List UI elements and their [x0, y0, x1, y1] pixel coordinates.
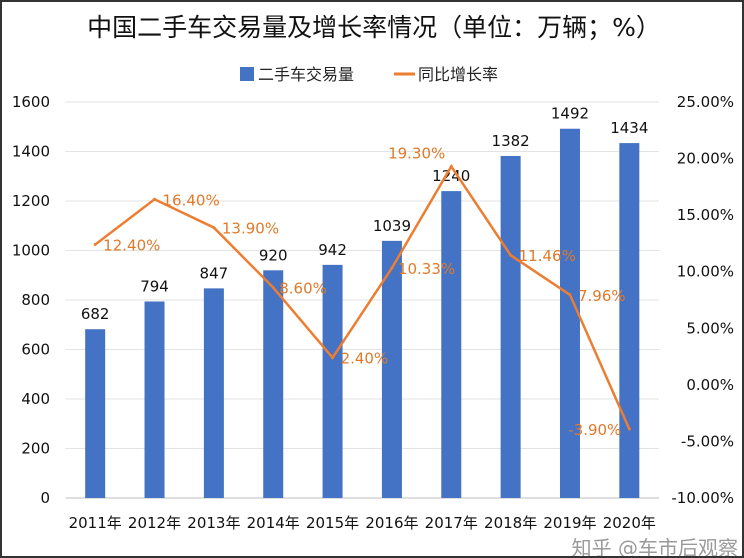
bar	[322, 264, 343, 498]
bar	[144, 301, 165, 498]
line-point	[331, 356, 335, 360]
legend: 二手车交易量 同比增长率	[240, 65, 498, 84]
line-label: 11.46%	[519, 247, 576, 265]
y-left-tick-label: 1400	[12, 143, 50, 161]
y-left-tick-label: 1600	[12, 93, 50, 111]
y-right-tick-label: 25.00%	[677, 93, 734, 111]
y-right-tick-label: 20.00%	[677, 150, 734, 168]
line-label: 12.40%	[103, 237, 160, 255]
bar-label: 1434	[610, 119, 648, 137]
line-point	[390, 266, 394, 270]
bar-label: 682	[81, 305, 110, 323]
line-label: 19.30%	[388, 144, 445, 162]
line-point	[449, 164, 453, 168]
y-left-tick-label: 800	[21, 291, 50, 309]
line-label: 7.96%	[578, 287, 626, 305]
y-left-tick-label: 1000	[12, 242, 50, 260]
y-right-tick-label: 10.00%	[677, 263, 734, 281]
legend-bar-label: 二手车交易量	[258, 65, 354, 84]
line-point	[627, 427, 631, 431]
y-right-tick-label: -10.00%	[671, 489, 734, 507]
y-left-tick-label: 400	[21, 390, 50, 408]
y-left-tick-label: 1200	[12, 192, 50, 210]
bar-label: 1492	[551, 105, 589, 123]
bar	[619, 143, 640, 498]
bar	[263, 270, 284, 498]
line-label: 13.90%	[222, 220, 279, 238]
bar	[559, 128, 580, 498]
x-tick-label: 2016年	[365, 514, 418, 532]
chart-title: 中国二手车交易量及增长率情况（单位：万辆；%）	[87, 13, 661, 42]
y-left-tick-label: 0	[40, 489, 50, 507]
x-tick-label: 2011年	[69, 514, 122, 532]
x-tick-label: 2012年	[128, 514, 181, 532]
y-right-tick-label: 15.00%	[677, 206, 734, 224]
x-tick-label: 2019年	[543, 514, 596, 532]
x-tick-label: 2020年	[603, 514, 656, 532]
line-label: -3.90%	[568, 421, 621, 439]
line-point	[568, 293, 572, 297]
line-label: 16.40%	[163, 191, 220, 209]
bar-label: 942	[318, 241, 347, 259]
y-right-tick-label: 5.00%	[686, 319, 734, 337]
line-label: 2.40%	[341, 350, 389, 368]
bar	[85, 329, 106, 498]
line-point	[509, 253, 513, 257]
growth-line	[94, 164, 631, 430]
y-left-tick-label: 600	[21, 341, 50, 359]
x-tick-label: 2018年	[484, 514, 537, 532]
line-point	[212, 226, 216, 230]
bar	[203, 288, 224, 498]
line-label: 10.33%	[398, 260, 455, 278]
watermark: 知乎 @车市后观察	[572, 536, 738, 558]
x-tick-label: 2014年	[247, 514, 300, 532]
line-point	[93, 243, 97, 247]
bar	[381, 240, 402, 498]
line-point	[153, 197, 157, 201]
bar-label: 794	[140, 277, 169, 295]
bar-label: 1382	[492, 132, 530, 150]
y-right-tick-label: -5.00%	[681, 432, 734, 450]
legend-line-label: 同比增长率	[418, 65, 498, 84]
bar-label: 1240	[432, 167, 470, 185]
legend-bar-swatch	[240, 67, 254, 81]
y-right-tick-label: 0.00%	[686, 376, 734, 394]
bar	[500, 155, 521, 498]
bar-label: 847	[200, 264, 229, 282]
bar-label: 920	[259, 246, 288, 264]
x-tick-label: 2013年	[187, 514, 240, 532]
bar	[441, 191, 462, 498]
y-left-tick-label: 200	[21, 440, 50, 458]
x-tick-label: 2017年	[425, 514, 478, 532]
line-label: 8.60%	[279, 280, 327, 298]
line-point	[271, 286, 275, 290]
bar-label: 1039	[373, 217, 411, 235]
x-tick-label: 2015年	[306, 514, 359, 532]
